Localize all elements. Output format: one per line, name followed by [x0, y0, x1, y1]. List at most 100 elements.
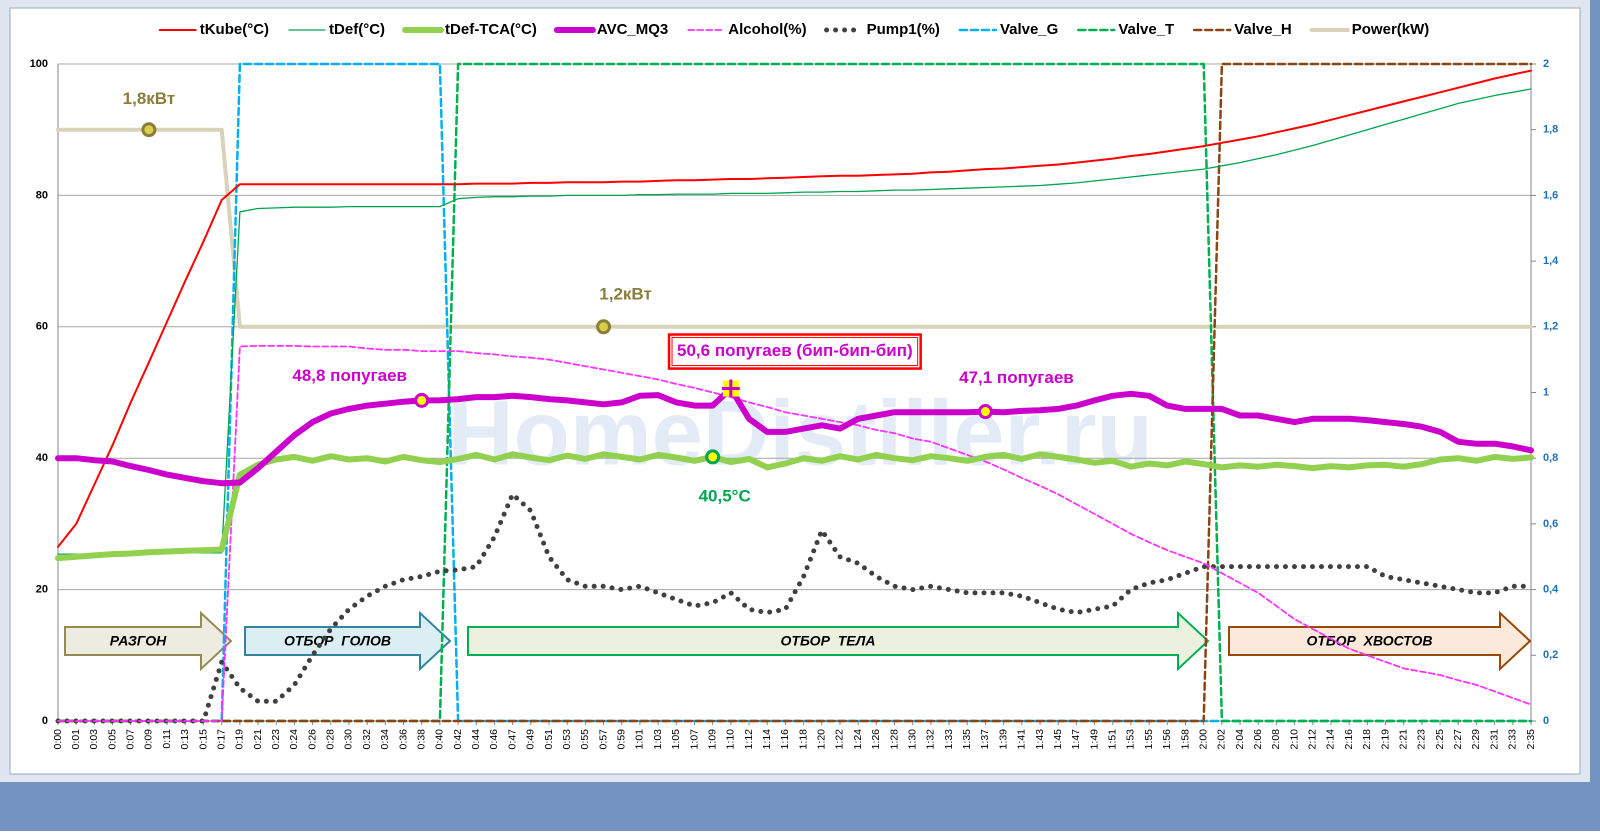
- x-tick-label: 1:09: [706, 729, 718, 750]
- x-tick-label: 0:51: [543, 729, 555, 750]
- x-tick-label: 1:24: [852, 729, 864, 750]
- x-tick-label: 1:55: [1143, 729, 1155, 750]
- series-line: [55, 451, 1534, 562]
- x-tick-label: 0:00: [52, 729, 64, 750]
- annotation-marker: [705, 449, 721, 465]
- annotation: 40,5°C: [699, 486, 751, 505]
- x-tick-label: 1:22: [834, 729, 846, 750]
- y2-tick-label: 0,2: [1543, 649, 1558, 661]
- legend-label: tDef(°C): [329, 21, 385, 38]
- x-tick-label: 1:10: [725, 729, 737, 750]
- x-tick-label: 0:15: [197, 729, 209, 750]
- x-tick-label: 1:37: [979, 729, 991, 750]
- x-tick-label: 0:24: [288, 729, 300, 750]
- annotation: 48,8 попугаев: [292, 366, 407, 385]
- x-tick-label: 2:14: [1325, 729, 1337, 750]
- x-tick-label: 1:41: [1016, 729, 1028, 750]
- x-tick-label: 1:58: [1179, 729, 1191, 750]
- x-tick-label: 0:26: [306, 729, 318, 750]
- x-tick-label: 0:07: [125, 729, 137, 750]
- x-tick-label: 1:45: [1052, 729, 1064, 750]
- x-tick-label: 1:26: [870, 729, 882, 750]
- annotation: 47,1 попугаев: [959, 368, 1074, 387]
- x-tick-label: 0:57: [597, 729, 609, 750]
- x-tick-label: 1:07: [688, 729, 700, 750]
- x-tick-label: 0:47: [506, 729, 518, 750]
- x-tick-label: 2:06: [1252, 729, 1264, 750]
- x-tick-label: 2:25: [1434, 729, 1446, 750]
- x-tick-label: 0:32: [361, 729, 373, 750]
- x-tick-label: 0:36: [397, 729, 409, 750]
- x-tick-label: 2:27: [1452, 729, 1464, 750]
- x-tick-label: 0:34: [379, 729, 391, 750]
- y2-tick-label: 1: [1543, 386, 1549, 398]
- annotation-marker-cross: [721, 379, 740, 398]
- y-tick-label: 80: [36, 189, 48, 201]
- x-tick-label: 2:08: [1270, 729, 1282, 750]
- annotation: 1,8кВт: [123, 89, 176, 108]
- series-line: [56, 62, 1533, 723]
- y2-tick-label: 1,2: [1543, 321, 1558, 333]
- x-tick-label: 2:02: [1216, 729, 1228, 750]
- x-tick-label: 0:59: [616, 729, 628, 750]
- x-tick-label: 2:29: [1470, 729, 1482, 750]
- x-tick-label: 0:55: [579, 729, 591, 750]
- x-tick-label: 0:17: [215, 729, 227, 750]
- y-tick-label: 0: [42, 715, 48, 727]
- x-tick-label: 0:46: [488, 729, 500, 750]
- annotation-box: [667, 333, 922, 370]
- y2-tick-label: 1,8: [1543, 124, 1558, 136]
- annotation-box-inner: [671, 337, 919, 367]
- stage-arrow: [1228, 610, 1532, 672]
- y2-tick-label: 0,8: [1543, 452, 1558, 464]
- x-tick-label: 2:04: [1234, 729, 1246, 750]
- series-line: [56, 127, 1533, 329]
- x-tick-label: 0:23: [270, 729, 282, 750]
- stage-label: РАЗГОН: [110, 633, 167, 649]
- x-tick-label: 1:14: [761, 729, 773, 750]
- x-tick-label: 2:31: [1488, 729, 1500, 750]
- annotation: 50,6 попугаев (бип-бип-бип): [677, 341, 913, 360]
- x-tick-label: 2:00: [1197, 729, 1209, 750]
- x-tick-label: 1:05: [670, 729, 682, 750]
- x-tick-label: 0:19: [234, 729, 246, 750]
- x-tick-label: 1:43: [1034, 729, 1046, 750]
- x-tick-label: 1:16: [779, 729, 791, 750]
- annotation-marker: [141, 122, 157, 138]
- x-tick-label: 0:30: [343, 729, 355, 750]
- x-tick-label: 0:05: [106, 729, 118, 750]
- legend-label: Power(kW): [1352, 21, 1430, 38]
- x-tick-label: 1:28: [888, 729, 900, 750]
- x-tick-label: 2:33: [1507, 729, 1519, 750]
- x-tick-label: 0:49: [525, 729, 537, 750]
- x-tick-label: 0:09: [143, 729, 155, 750]
- annotation-marker: [414, 392, 430, 408]
- x-tick-label: 0:42: [452, 729, 464, 750]
- x-tick-label: 1:33: [943, 729, 955, 750]
- stage-arrow: [64, 610, 233, 672]
- legend-label: tKube(°C): [200, 21, 269, 38]
- x-tick-label: 0:13: [179, 729, 191, 750]
- legend-label: Valve_G: [1000, 21, 1058, 38]
- x-tick-label: 0:11: [161, 729, 173, 749]
- y-tick-label: 60: [36, 321, 48, 333]
- x-tick-label: 2:16: [1343, 729, 1355, 750]
- series-line: [57, 88, 1532, 555]
- annotation-marker: [596, 319, 612, 335]
- x-tick-label: 0:53: [561, 729, 573, 750]
- x-tick-label: 0:38: [415, 729, 427, 750]
- stage-label: ОТБОР ТЕЛА: [781, 633, 876, 649]
- x-tick-label: 1:49: [1088, 729, 1100, 750]
- x-tick-label: 0:40: [434, 729, 446, 750]
- x-tick-label: 2:19: [1379, 729, 1391, 750]
- y-tick-label: 20: [36, 584, 48, 596]
- x-tick-label: 0:28: [325, 729, 337, 750]
- x-tick-label: 1:30: [906, 729, 918, 750]
- x-tick-label: 1:39: [997, 729, 1009, 750]
- x-tick-label: 0:01: [70, 729, 82, 750]
- stage-arrow: [244, 610, 452, 672]
- y-tick-label: 40: [36, 452, 48, 464]
- annotation: 1,2кВт: [599, 284, 652, 303]
- series-line: [55, 385, 1534, 487]
